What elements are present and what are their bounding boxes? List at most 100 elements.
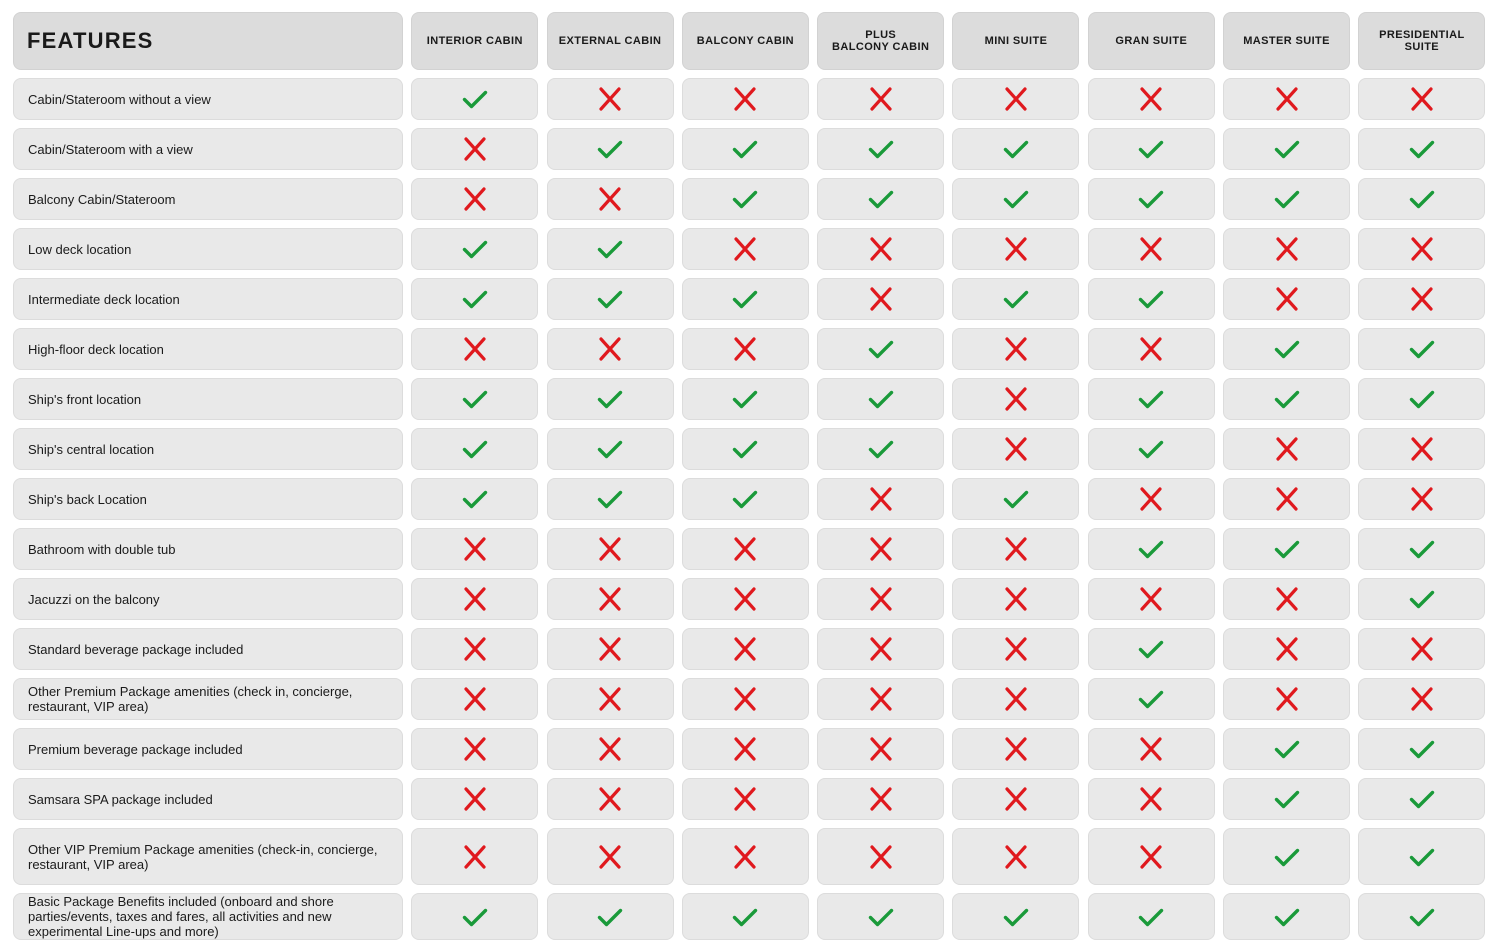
cross-icon [1275, 237, 1298, 261]
cross-icon [734, 687, 756, 711]
cross-icon [870, 687, 892, 711]
check-icon [597, 490, 623, 509]
table-cell [1223, 893, 1351, 940]
table-cell [411, 728, 539, 770]
table-cell [1223, 178, 1351, 220]
cross-icon [1005, 637, 1027, 661]
cross-icon [1005, 437, 1027, 461]
check-icon [733, 190, 758, 209]
table-cell [1087, 678, 1215, 720]
table-cell [1358, 628, 1486, 670]
table-cell [1358, 893, 1486, 940]
table-cell [1087, 78, 1215, 120]
check-icon [1139, 540, 1164, 559]
table-cell [1087, 128, 1215, 170]
feature-label: Cabin/Stateroom with a view [13, 128, 403, 170]
table-cell [681, 478, 809, 520]
table-cell [411, 628, 539, 670]
check-icon [462, 390, 487, 409]
cross-icon [464, 337, 486, 361]
cross-icon [1140, 587, 1162, 611]
table-cell [411, 893, 539, 940]
table-cell [1223, 78, 1351, 120]
comparison-table: FEATURES INTERIOR CABIN EXTERNAL CABIN BALC… [13, 12, 1486, 940]
cross-icon [599, 637, 621, 661]
table-cell [1087, 328, 1215, 370]
check-icon [1139, 908, 1164, 926]
check-icon [733, 390, 758, 409]
table-cell [1087, 628, 1215, 670]
cross-icon [464, 844, 486, 869]
cross-icon [734, 637, 756, 661]
table-cell [411, 428, 539, 470]
cross-icon [1140, 487, 1162, 511]
feature-label: Standard beverage package included [13, 628, 403, 670]
table-cell [1087, 528, 1215, 570]
cross-icon [1140, 237, 1162, 261]
table-cell [1223, 328, 1351, 370]
cross-icon [1005, 737, 1027, 761]
table-cell [681, 228, 809, 270]
cross-icon [870, 637, 892, 661]
check-icon [1139, 390, 1164, 409]
table-cell [681, 678, 809, 720]
table-cell [1358, 828, 1486, 885]
table-cell [681, 528, 809, 570]
table-cell [411, 578, 539, 620]
table-cell [546, 628, 674, 670]
cross-icon [734, 787, 756, 811]
cross-icon [870, 87, 892, 111]
table-cell [1358, 328, 1486, 370]
table-cell [1223, 228, 1351, 270]
table-cell [952, 78, 1080, 120]
table-cell [411, 128, 539, 170]
feature-label: Other Premium Package amenities (check i… [13, 678, 403, 720]
check-icon [597, 140, 623, 159]
feature-label: Ship's central location [13, 428, 403, 470]
cross-icon [464, 787, 486, 811]
check-icon [868, 390, 893, 409]
table-cell [546, 478, 674, 520]
cross-icon [599, 687, 621, 711]
table-cell [681, 778, 809, 820]
cross-icon [1140, 87, 1162, 111]
cross-icon [870, 287, 892, 311]
features-header: FEATURES [13, 12, 403, 70]
cross-icon [1411, 487, 1433, 511]
table-cell [817, 478, 945, 520]
table-cell [411, 478, 539, 520]
column-header-balcony-cabin: BALCONY CABIN [681, 12, 809, 70]
table-cell [681, 628, 809, 670]
table-cell [1358, 578, 1486, 620]
table-cell [1087, 478, 1215, 520]
check-icon [1003, 908, 1029, 926]
feature-label: Intermediate deck location [13, 278, 403, 320]
feature-label: Other VIP Premium Package amenities (che… [13, 828, 403, 885]
check-icon [1003, 140, 1029, 159]
cross-icon [464, 137, 486, 161]
table-cell [681, 178, 809, 220]
table-cell [1223, 678, 1351, 720]
table-cell [411, 678, 539, 720]
table-cell [546, 428, 674, 470]
check-icon [1139, 290, 1164, 309]
table-cell [546, 728, 674, 770]
table-cell [1358, 728, 1486, 770]
cross-icon [464, 587, 486, 611]
table-cell [952, 578, 1080, 620]
table-cell [1087, 778, 1215, 820]
table-cell [1358, 528, 1486, 570]
cross-icon [870, 787, 892, 811]
check-icon [733, 290, 758, 309]
table-cell [681, 893, 809, 940]
table-cell [1087, 378, 1215, 420]
cross-icon [870, 737, 892, 761]
table-cell [817, 428, 945, 470]
table-cell [1087, 228, 1215, 270]
cross-icon [464, 187, 486, 211]
cross-icon [599, 537, 621, 561]
check-icon [462, 90, 487, 109]
feature-label: Basic Package Benefits included (onboard… [13, 893, 403, 940]
check-icon [462, 440, 487, 459]
column-header-gran-suite: GRAN SUITE [1087, 12, 1215, 70]
